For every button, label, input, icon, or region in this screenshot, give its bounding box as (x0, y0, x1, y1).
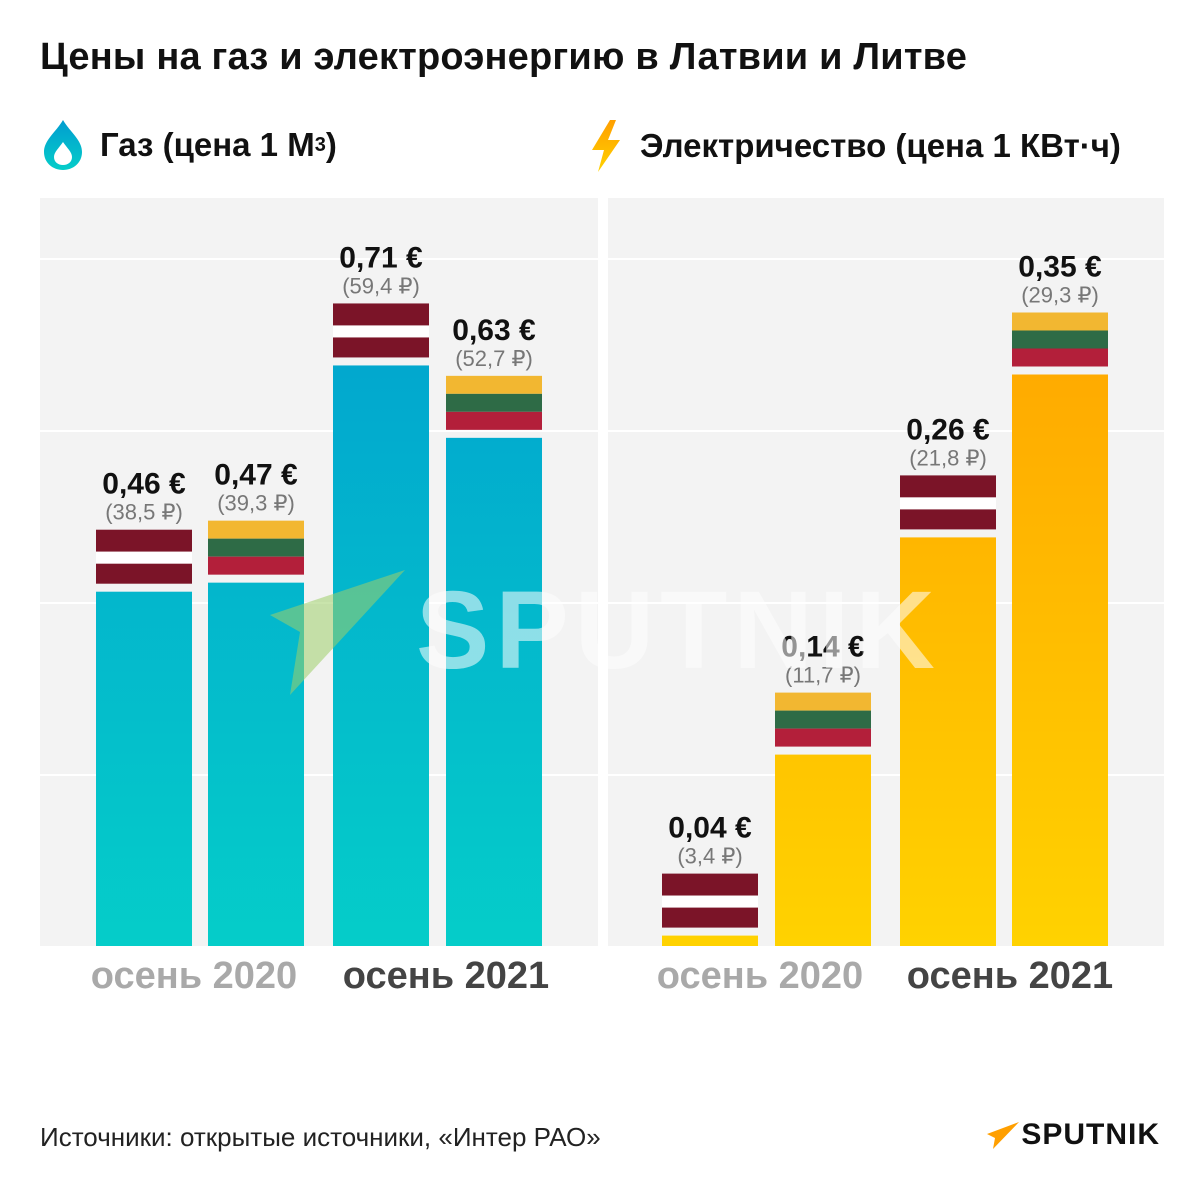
bar-lithuania-1: 0,63 €(52,7 ₽) (446, 314, 542, 946)
flag-stripe-red (1012, 348, 1108, 367)
lithuania-flag (208, 520, 304, 575)
gas-chart-panel: 0,46 € (38,5 ₽) 0,71 € (59,4 ₽) 0,47 € (39,3 … (40, 198, 598, 946)
flag-stripe-white (333, 325, 429, 338)
flag-stripe-red (96, 529, 192, 552)
lithuania-flag (1012, 312, 1108, 367)
flag-stripe-green (208, 538, 304, 557)
bar-lithuania-1: 0,35 €(29,3 ₽) (1012, 251, 1108, 946)
data-sublabel: (38,5 ₽) (105, 500, 183, 525)
electricity-category-autumn-2020: осень 2020 (656, 955, 864, 997)
data-label: 0,26 € (906, 413, 990, 446)
data-sublabel: (59,4 ₽) (342, 273, 420, 298)
electricity-category-autumn-2021: осень 2021 (906, 955, 1114, 997)
legend-gas-superscript: 3 (314, 133, 326, 156)
legend-gas-label-end: ) (325, 126, 337, 163)
bar-lithuania-0: 0,14 €(11,7 ₽) (775, 631, 871, 946)
flag-stripe-yellow (208, 520, 304, 539)
bar-fill (1012, 374, 1108, 946)
data-label: 0,35 € (1018, 251, 1102, 284)
electricity-chart-panel: 0,04 € (3,4 ₽) 0,26 € (21,8 ₽) 0,14 € (11,7 ₽… (608, 198, 1164, 946)
page-title: Цены на газ и электроэнергию в Латвии и … (40, 36, 968, 78)
data-sublabel: (11,7 ₽) (785, 663, 861, 688)
lithuania-flag (775, 692, 871, 747)
bar-latvia-0: 0,46 €(38,5 ₽) (96, 468, 192, 946)
flag-stripe-red (662, 907, 758, 928)
sputnik-logo-text: SPUTNIK (1021, 1118, 1160, 1151)
latvia-flag (662, 873, 758, 928)
gas-category-autumn-2021: осень 2021 (342, 955, 550, 997)
legend-gas-label: Газ (цена 1 М (100, 126, 315, 163)
flag-stripe-yellow (1012, 312, 1108, 331)
flag-stripe-green (775, 710, 871, 729)
bar-latvia-0: 0,04 €(3,4 ₽) (662, 812, 758, 946)
legend-electricity: Электричество (цена 1 КВт·ч) (586, 118, 1121, 174)
lightning-bolt-icon (592, 120, 620, 172)
flag-stripe-red (96, 563, 192, 584)
latvia-flag (900, 475, 996, 530)
gas-flame-icon (44, 120, 82, 170)
latvia-flag (96, 529, 192, 584)
bar-fill (662, 935, 758, 946)
data-label: 0,04 € (668, 812, 752, 845)
data-sublabel: (21,8 ₽) (909, 445, 987, 470)
flag-stripe-yellow (775, 692, 871, 711)
latvia-flag (333, 303, 429, 358)
flag-stripe-green (446, 393, 542, 412)
lithuania-flag (446, 375, 542, 430)
flag-stripe-white (900, 497, 996, 510)
data-label: 0,63 € (452, 314, 536, 347)
electricity-chart: 0,04 €(3,4 ₽) 0,26 €(21,8 ₽) 0,14 €(11,7 ₽… (608, 251, 1164, 946)
flag-stripe-red (775, 728, 871, 747)
data-sublabel: (29,3 ₽) (1021, 283, 1099, 308)
bar-fill (333, 365, 429, 946)
bar-fill (96, 591, 192, 946)
source-note: Источники: открытые источники, «Интер РА… (40, 1122, 601, 1152)
flag-stripe-red (446, 411, 542, 430)
flag-stripe-red (900, 509, 996, 530)
bar-latvia-1: 0,26 €(21,8 ₽) (900, 413, 996, 946)
bar-fill (208, 582, 304, 946)
flag-stripe-red (333, 303, 429, 326)
legend-gas: Газ (цена 1 М 3) (40, 118, 337, 172)
flag-stripe-white (96, 551, 192, 564)
sputnik-logo-icon (987, 1122, 1020, 1149)
data-sublabel: (39,3 ₽) (217, 491, 295, 516)
bar-fill (446, 437, 542, 946)
flag-stripe-red (333, 337, 429, 358)
gas-category-autumn-2020: осень 2020 (90, 955, 298, 997)
flag-stripe-red (900, 475, 996, 498)
flag-stripe-white (662, 895, 758, 908)
gas-chart: 0,46 €(38,5 ₽) 0,71 €(59,4 ₽) 0,47 €(39,3 … (40, 241, 598, 946)
flag-stripe-green (1012, 330, 1108, 349)
bar-lithuania-0: 0,47 €(39,3 ₽) (208, 459, 304, 946)
sputnik-logo: SPUTNIK (985, 1118, 1160, 1152)
data-label: 0,47 € (214, 459, 298, 492)
bar-fill (900, 537, 996, 946)
flag-stripe-yellow (446, 375, 542, 394)
data-label: 0,71 € (339, 241, 423, 274)
flag-stripe-red (662, 873, 758, 896)
data-label: 0,46 € (102, 468, 186, 501)
data-sublabel: (3,4 ₽) (677, 844, 742, 869)
flag-stripe-red (208, 556, 304, 575)
bar-fill (775, 754, 871, 946)
legend-electricity-label: Электричество (цена 1 КВт·ч) (640, 127, 1121, 164)
data-sublabel: (52,7 ₽) (455, 346, 533, 371)
data-label: 0,14 € (781, 631, 865, 664)
bar-latvia-1: 0,71 €(59,4 ₽) (333, 241, 429, 946)
